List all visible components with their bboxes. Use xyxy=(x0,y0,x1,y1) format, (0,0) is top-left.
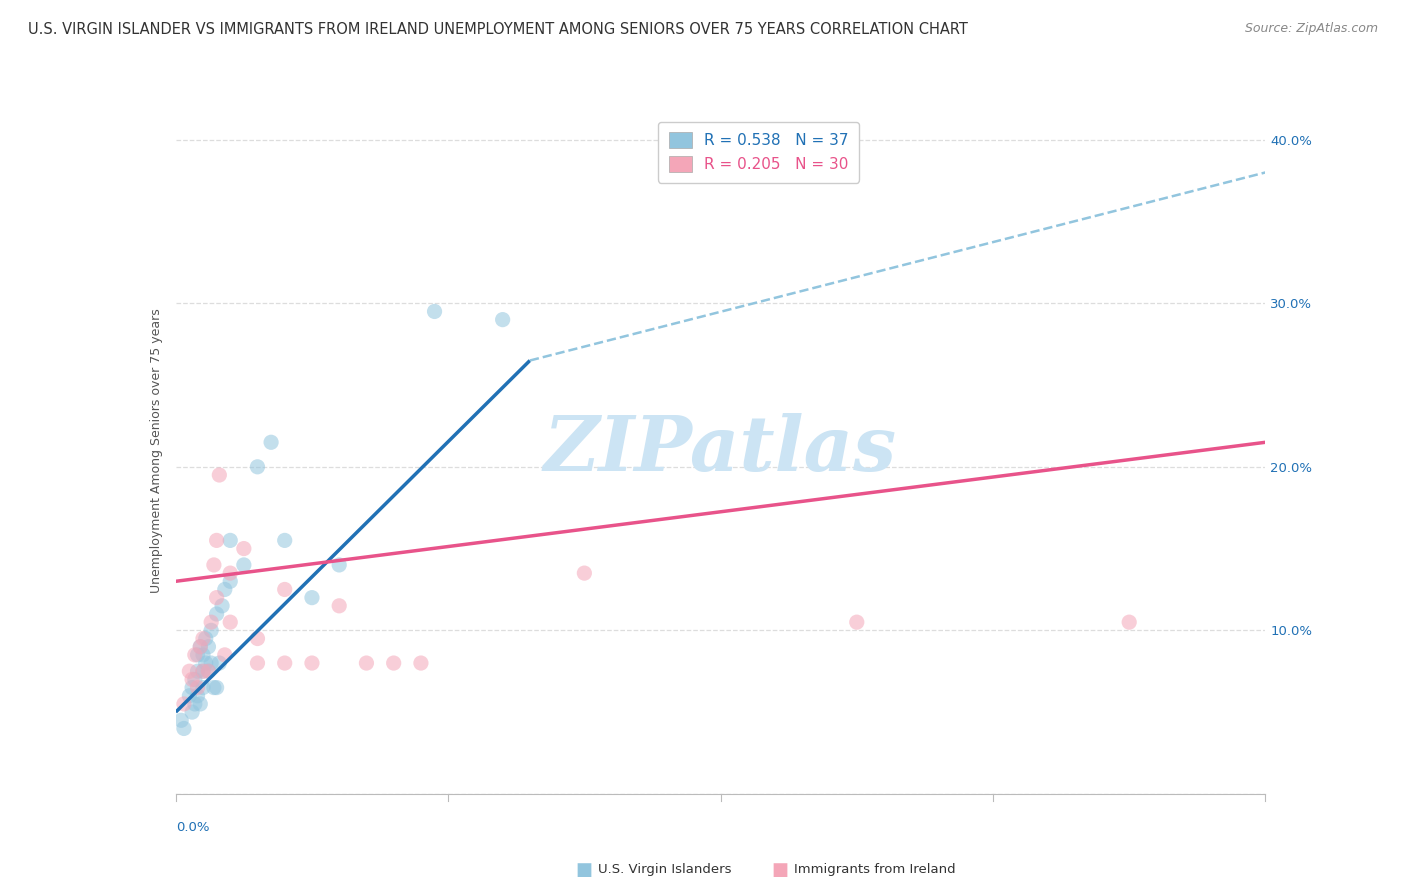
Point xyxy=(205,607,228,621)
Point xyxy=(328,599,350,613)
Point xyxy=(205,591,228,605)
Point xyxy=(214,648,236,662)
Point xyxy=(219,615,242,630)
Point xyxy=(208,656,231,670)
Point xyxy=(260,435,283,450)
Point xyxy=(186,664,209,679)
Point xyxy=(232,558,254,572)
Point xyxy=(274,656,297,670)
Point xyxy=(188,640,211,654)
Point xyxy=(170,714,193,728)
Text: 0.0%: 0.0% xyxy=(176,822,209,834)
Point xyxy=(382,656,405,670)
Point xyxy=(179,664,201,679)
Point xyxy=(845,615,868,630)
Point xyxy=(197,664,219,679)
Point xyxy=(423,304,446,318)
Text: ■: ■ xyxy=(772,861,789,879)
Point xyxy=(219,533,242,548)
Point xyxy=(194,656,217,670)
Point xyxy=(356,656,378,670)
Point xyxy=(246,459,269,474)
Text: Immigrants from Ireland: Immigrants from Ireland xyxy=(794,863,956,876)
Point xyxy=(574,566,596,580)
Point xyxy=(246,656,269,670)
Point xyxy=(208,467,231,482)
Point xyxy=(173,697,195,711)
Point xyxy=(328,558,350,572)
Point xyxy=(409,656,432,670)
Point xyxy=(179,689,201,703)
Y-axis label: Unemployment Among Seniors over 75 years: Unemployment Among Seniors over 75 years xyxy=(149,308,163,593)
Point xyxy=(492,312,515,326)
Point xyxy=(191,681,214,695)
Point xyxy=(211,599,233,613)
Point xyxy=(181,705,204,719)
Point xyxy=(205,533,228,548)
Text: U.S. VIRGIN ISLANDER VS IMMIGRANTS FROM IRELAND UNEMPLOYMENT AMONG SENIORS OVER : U.S. VIRGIN ISLANDER VS IMMIGRANTS FROM … xyxy=(28,22,967,37)
Point xyxy=(274,582,297,597)
Point xyxy=(186,648,209,662)
Point xyxy=(181,673,204,687)
Point xyxy=(301,656,323,670)
Point xyxy=(197,640,219,654)
Point xyxy=(200,656,222,670)
Point xyxy=(232,541,254,556)
Point xyxy=(181,681,204,695)
Point xyxy=(1118,615,1140,630)
Point xyxy=(219,566,242,580)
Point xyxy=(191,664,214,679)
Point xyxy=(191,632,214,646)
Point xyxy=(202,681,225,695)
Point xyxy=(214,582,236,597)
Point xyxy=(173,722,195,736)
Point xyxy=(188,697,211,711)
Point xyxy=(202,558,225,572)
Point xyxy=(188,640,211,654)
Point xyxy=(184,673,207,687)
Point xyxy=(205,681,228,695)
Point xyxy=(246,632,269,646)
Point xyxy=(200,615,222,630)
Text: U.S. Virgin Islanders: U.S. Virgin Islanders xyxy=(598,863,731,876)
Text: Source: ZipAtlas.com: Source: ZipAtlas.com xyxy=(1244,22,1378,36)
Text: ZIPatlas: ZIPatlas xyxy=(544,414,897,487)
Point xyxy=(200,624,222,638)
Point xyxy=(194,632,217,646)
Text: ■: ■ xyxy=(575,861,592,879)
Point xyxy=(186,689,209,703)
Point xyxy=(186,681,209,695)
Point xyxy=(191,664,214,679)
Point xyxy=(184,697,207,711)
Point xyxy=(219,574,242,589)
Point xyxy=(184,648,207,662)
Point xyxy=(301,591,323,605)
Point xyxy=(197,664,219,679)
Point xyxy=(191,648,214,662)
Legend: R = 0.538   N = 37, R = 0.205   N = 30: R = 0.538 N = 37, R = 0.205 N = 30 xyxy=(658,121,859,183)
Point xyxy=(274,533,297,548)
